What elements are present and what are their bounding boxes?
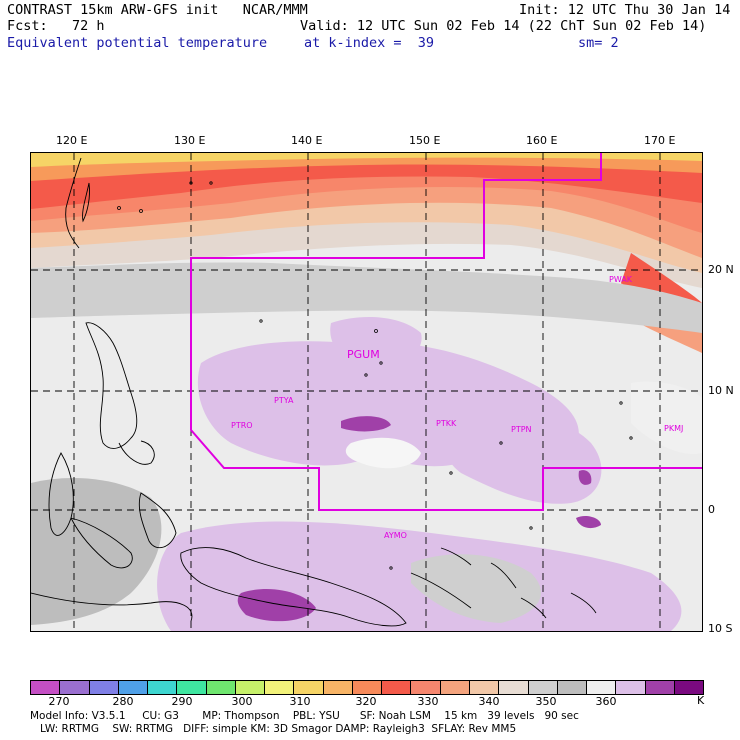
cbar-label-320: 320 — [355, 695, 377, 708]
cbar-label-330: 330 — [417, 695, 439, 708]
map-panel: PGUM PWAK PTYA PTRO PTKK PTPN PKMJ AYMO — [30, 152, 703, 632]
cbar-swatch-11 — [352, 681, 383, 694]
cbar-label-350: 350 — [535, 695, 557, 708]
cbar-label-360: 360 — [595, 695, 617, 708]
cbar-swatch-0 — [31, 681, 61, 694]
cbar-swatch-5 — [177, 681, 207, 694]
cbar-swatch-16 — [499, 681, 529, 694]
cbar-label-270: 270 — [48, 695, 70, 708]
cbar-swatch-19 — [587, 681, 617, 694]
station-pwak: PWAK — [609, 275, 633, 284]
cbar-swatch-22 — [674, 681, 704, 694]
cbar-swatch-4 — [148, 681, 178, 694]
cbar-swatch-17 — [528, 681, 558, 694]
cbar-swatch-14 — [440, 681, 470, 694]
cbar-unit: K — [697, 694, 705, 707]
cbar-swatch-9 — [294, 681, 324, 694]
lon-tick-150: 150 E — [409, 134, 441, 147]
lon-tick-160: 160 E — [526, 134, 558, 147]
lat-tick-10s: 10 S — [708, 622, 733, 635]
smoothing: sm= 2 — [578, 35, 619, 51]
station-ptpn: PTPN — [511, 425, 532, 434]
cbar-swatch-20 — [616, 681, 646, 694]
forecast-hour: Fcst: 72 h — [7, 18, 105, 34]
init-time: Init: 12 UTC Thu 30 Jan 14 — [519, 2, 731, 18]
cbar-label-290: 290 — [171, 695, 193, 708]
k-index: at k-index = 39 — [304, 35, 435, 51]
color-bar — [30, 680, 704, 695]
lon-tick-140: 140 E — [291, 134, 323, 147]
model-info-line2: LW: RRTMG SW: RRTMG DIFF: simple KM: 3D … — [30, 723, 517, 735]
lon-tick-170: 170 E — [644, 134, 676, 147]
cbar-swatch-18 — [557, 681, 588, 694]
station-ptro: PTRO — [231, 421, 253, 430]
cbar-swatch-12 — [382, 681, 412, 694]
lon-tick-120: 120 E — [56, 134, 88, 147]
inner-domain-boundary — [190, 153, 702, 511]
cbar-swatch-1 — [60, 681, 90, 694]
station-pkmj: PKMJ — [664, 424, 683, 433]
lon-tick-130: 130 E — [174, 134, 206, 147]
lat-tick-0: 0 — [708, 503, 715, 516]
cbar-label-310: 310 — [289, 695, 311, 708]
lat-tick-20n: 20 N — [708, 263, 734, 276]
cbar-swatch-3 — [118, 681, 149, 694]
station-ptkk: PTKK — [436, 419, 457, 428]
station-pgum: PGUM — [347, 348, 380, 361]
station-ptya: PTYA — [274, 396, 294, 405]
cbar-swatch-6 — [206, 681, 236, 694]
model-info-line1: Model Info: V3.5.1 CU: G3 MP: Thompson P… — [30, 710, 579, 722]
cbar-label-280: 280 — [112, 695, 134, 708]
theta-e-map: PGUM PWAK PTYA PTRO PTKK PTPN PKMJ AYMO — [31, 153, 702, 631]
field-name: Equivalent potential temperature — [7, 35, 268, 51]
cbar-swatch-13 — [411, 681, 441, 694]
cbar-swatch-21 — [645, 681, 675, 694]
cbar-swatch-7 — [235, 681, 266, 694]
valid-time: Valid: 12 UTC Sun 02 Feb 14 (22 ChT Sun … — [300, 18, 707, 34]
cbar-swatch-15 — [469, 681, 500, 694]
cbar-label-300: 300 — [231, 695, 253, 708]
lat-tick-10n: 10 N — [708, 384, 734, 397]
station-aymo: AYMO — [384, 531, 407, 540]
cbar-swatch-8 — [265, 681, 295, 694]
cbar-swatch-2 — [89, 681, 119, 694]
map-title: CONTRAST 15km ARW-GFS init NCAR/MMM — [7, 2, 308, 18]
cbar-swatch-10 — [323, 681, 353, 694]
cbar-label-340: 340 — [478, 695, 500, 708]
